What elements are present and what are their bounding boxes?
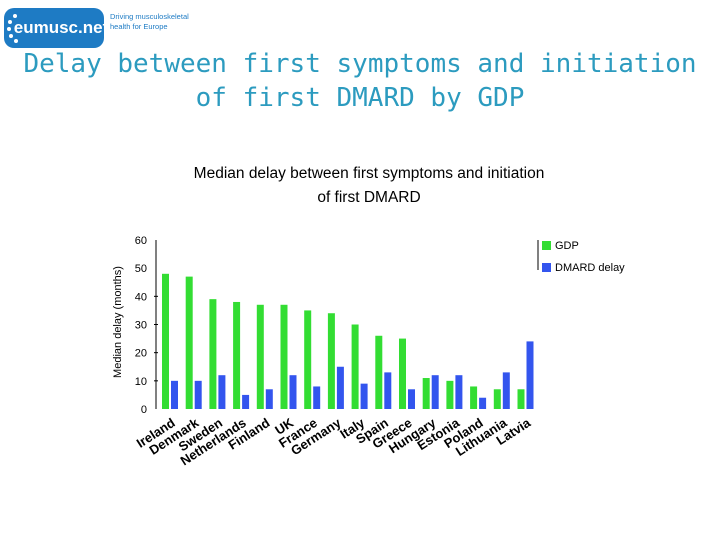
gdp-bar [185, 276, 193, 409]
logo-badge: eumusc.net [4, 8, 108, 48]
y-ticks: 0 10 20 30 40 50 60 [135, 235, 158, 416]
gdp-bar [493, 389, 501, 409]
gdp-bar [304, 310, 312, 409]
gdp-bar [162, 273, 169, 409]
dmard-bar [526, 341, 534, 409]
dmard-bar [289, 375, 297, 409]
gdp-bar [327, 313, 335, 409]
y-tick-label: 30 [135, 320, 147, 332]
gdp-bar [422, 378, 430, 409]
dmard-bar [218, 375, 226, 409]
chart-title-line1: Median delay between first symptoms and … [194, 165, 545, 182]
dmard-bar [336, 366, 344, 409]
dmard-bar [431, 375, 439, 409]
dmard-bar [265, 389, 273, 409]
gdp-bar [517, 389, 525, 409]
legend-label-dmard: DMARD delay [555, 262, 625, 274]
legend-swatch-dmard [542, 263, 551, 272]
bars [162, 273, 534, 409]
logo-brand-text: eumusc.net [13, 18, 109, 37]
gdp-bar [351, 324, 359, 409]
dmard-bar [242, 394, 250, 409]
y-axis-label: Median delay (months) [112, 266, 124, 378]
y-tick-label: 20 [135, 348, 147, 360]
slide-title: Delay between first symptoms and initiat… [0, 47, 720, 115]
gdp-bar [256, 304, 264, 409]
logo-tagline-line1: Driving musculoskeletal [110, 12, 189, 21]
dmard-bar [479, 397, 487, 409]
chart-title-line2: of first DMARD [317, 189, 420, 206]
gdp-bar [233, 301, 241, 409]
gdp-bar [470, 386, 478, 409]
dmard-bar [455, 375, 463, 409]
y-tick-label: 40 [135, 291, 147, 303]
y-tick-label: 50 [135, 263, 147, 275]
eumusc-logo: eumusc.net Driving musculoskeletal healt… [4, 4, 200, 52]
dmard-bar [384, 372, 392, 409]
dmard-bar [360, 383, 368, 409]
gdp-bar [209, 299, 217, 409]
gdp-bar [375, 335, 383, 409]
dmard-bar [408, 389, 415, 409]
legend-swatch-gdp [542, 241, 551, 250]
dmard-bar [313, 386, 321, 409]
dmard-bar [171, 380, 178, 409]
legend: GDP DMARD delay [542, 240, 625, 274]
y-tick-label: 0 [141, 404, 147, 416]
y-tick-label: 60 [135, 235, 147, 247]
dmard-bar [502, 372, 510, 409]
logo-tagline-line2: health for Europe [110, 22, 168, 31]
dmard-bar [194, 380, 202, 409]
gdp-bar [399, 338, 406, 409]
slide-title-line1: Delay between first symptoms and initiat… [23, 49, 697, 79]
gdp-bar [280, 304, 288, 409]
gdp-bar [446, 380, 454, 409]
logo-tagline: Driving musculoskeletal health for Europ… [110, 12, 210, 32]
logo-stars-icon [7, 14, 18, 43]
y-tick-label: 10 [135, 376, 147, 388]
legend-label-gdp: GDP [555, 240, 579, 252]
slide-title-line2: of first DMARD by GDP [195, 83, 525, 113]
